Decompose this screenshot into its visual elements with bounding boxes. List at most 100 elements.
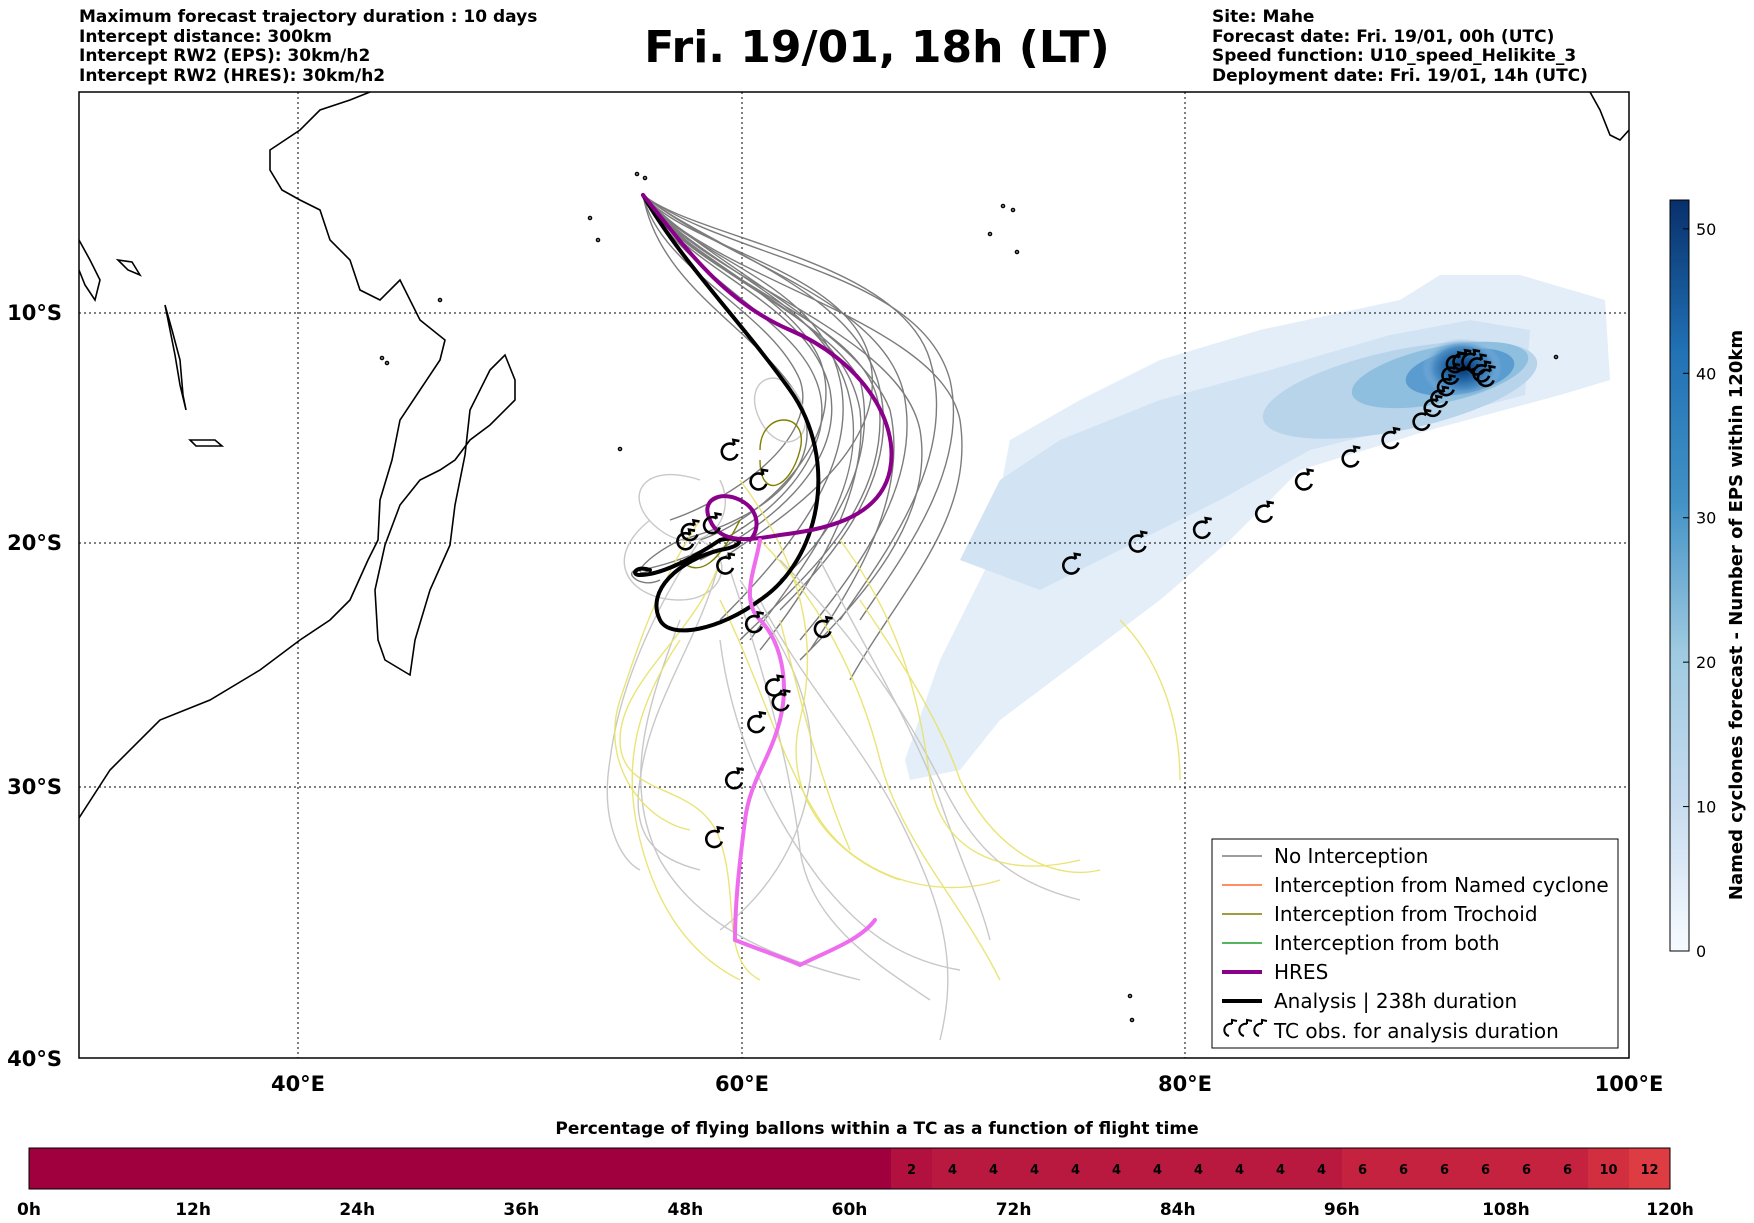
legend-entry: Interception from Trochoid [1274,902,1538,926]
flight-time-cell [1219,1148,1261,1189]
tc-observations [676,348,1496,849]
cyclone-obs-marker [724,767,745,790]
lat-tick-label: 20°S [7,531,62,555]
cyclone-obs-marker [1128,530,1148,553]
flight-time-title: Percentage of flying ballons within a TC… [555,1119,1199,1139]
legend-entry: Interception from both [1274,931,1500,955]
cyclone-obs-marker [1472,360,1492,383]
cyclone-obs-marker [702,512,722,535]
map-frame [78,91,1630,1059]
flight-time-tick-label: 0h [17,1200,41,1220]
flight-time-cell-value: 6 [1358,1163,1367,1178]
cyclone-icon [1223,1018,1268,1037]
flight-time-cell-value: 4 [1030,1163,1039,1178]
header-left: Maximum forecast trajectory duration : 1… [79,7,537,86]
lat-tick-label: 40°S [7,1047,62,1071]
lon-tick-label: 100°E [1595,1072,1664,1096]
flight-time-cell-value: 4 [989,1163,998,1178]
legend-entry: Interception from Named cyclone [1274,873,1609,897]
flight-time-cell [891,1148,933,1189]
flight-time-cell-value: 4 [1071,1163,1080,1178]
flight-time-cell-value: 4 [1276,1163,1285,1178]
header-right-line: Deployment date: Fri. 19/01, 14h (UTC) [1212,65,1588,86]
flight-time-cell-value: 2 [907,1163,916,1178]
flight-time-tick-label: 120h [1646,1200,1694,1220]
header-left-line: Intercept distance: 300km [79,26,332,47]
cyclone-obs-marker [1436,374,1456,397]
cyclone-obs-marker [744,610,765,634]
flight-time-tick-label: 84h [1160,1200,1196,1220]
legend-entry: No Interception [1274,844,1428,868]
legend-entry: TC obs. for analysis duration [1273,1019,1559,1043]
flight-time-cell-value: 10 [1599,1163,1617,1178]
header-right: Site: Mahe Forecast date: Fri. 19/01, 00… [1212,7,1588,86]
flight-time-cell [1588,1148,1630,1189]
cyclone-obs-marker [1381,426,1401,450]
cyclone-obs-marker [747,710,767,734]
cyclone-obs-marker [1254,500,1275,523]
lon-tick-label: 60°E [715,1072,769,1096]
lon-tick-label: 80°E [1158,1072,1212,1096]
pink-trajectory [732,538,877,968]
header-right-line: Speed function: U10_speed_Helikite_3 [1212,46,1577,66]
cyclone-obs-marker [1341,445,1361,468]
flight-time-cell-value: 4 [1235,1163,1244,1178]
flight-time-cell [1424,1148,1466,1189]
header-left-line: Intercept RW2 (EPS): 30km/h2 [79,46,371,66]
colorbar-tick-label: 0 [1696,942,1706,961]
colorbar-tick-label: 30 [1696,509,1716,528]
flight-time-cell [1178,1148,1220,1189]
flight-time-tick-label: 36h [503,1200,539,1220]
flight-time-cell [1260,1148,1302,1189]
lat-tick-label: 10°S [7,301,62,325]
cyclone-obs-marker [704,825,725,849]
colorbar-ticks: 0 10 20 30 40 50 [1683,220,1716,961]
flight-time-cell-value: 6 [1481,1163,1490,1178]
lat-tick-label: 30°S [7,775,62,799]
hres-trajectory [641,193,894,542]
flight-time-cell [932,1148,974,1189]
flight-time-tick-label: 108h [1482,1200,1530,1220]
header-left-line: Intercept RW2 (HRES): 30km/h2 [79,65,386,86]
flight-time-cell-value: 12 [1640,1163,1658,1178]
eps-trajectories-no-interception [631,194,963,681]
colorbar-tick-label: 50 [1696,220,1716,239]
flight-time-cell [1137,1148,1179,1189]
lon-tick-labels: 40°E 60°E 80°E 100°E [271,1072,1663,1096]
cyclone-obs-marker [1294,468,1314,491]
flight-time-cell [1629,1148,1671,1189]
cyclone-obs-marker [1476,364,1496,388]
analysis-trajectory [633,193,821,633]
colorbar: 0 10 20 30 40 50 Named cyclones forecast - Nu… [1669,199,1747,961]
flight-time-cell [1465,1148,1507,1189]
flight-time-cell [1506,1148,1548,1189]
flight-time-cell-value: 6 [1440,1163,1449,1178]
eps-trajectories-yellow [614,479,1181,981]
flight-time-tick-label: 60h [832,1200,868,1220]
cyclone-density-field [905,275,1610,780]
colorbar-tick-label: 20 [1696,653,1716,672]
header-right-line: Forecast date: Fri. 19/01, 00h (UTC) [1212,26,1555,47]
colorbar-tick-label: 10 [1696,798,1716,817]
cyclone-obs-marker [716,552,736,575]
flight-time-cell [1301,1148,1343,1189]
flight-time-tick-label: 48h [668,1200,704,1220]
cyclone-obs-marker [1062,552,1082,575]
flight-time-cell-value: 6 [1399,1163,1408,1178]
flight-time-cell [1383,1148,1425,1189]
flight-time-tick-label: 12h [175,1200,211,1220]
legend-entry: HRES [1274,960,1328,984]
colorbar-tick-label: 40 [1696,364,1716,383]
flight-time-cell-value: 4 [1153,1163,1162,1178]
flight-time-cell [1096,1148,1138,1189]
header-right-line: Site: Mahe [1212,7,1315,27]
flight-time-cell [1547,1148,1589,1189]
flight-time-cell-value: 4 [948,1163,957,1178]
page-title: Fri. 19/01, 18h (LT) [644,22,1110,73]
flight-time-cell [1014,1148,1056,1189]
flight-time-tick-label: 72h [996,1200,1032,1220]
cyclone-obs-marker [771,689,791,712]
flight-time-cells: 2 4 4 4 4 4 4 4 4 4 4 6 6 6 6 6 6 10 12 [891,1148,1671,1189]
legend: No Interception Interception from Named … [1211,838,1619,1049]
